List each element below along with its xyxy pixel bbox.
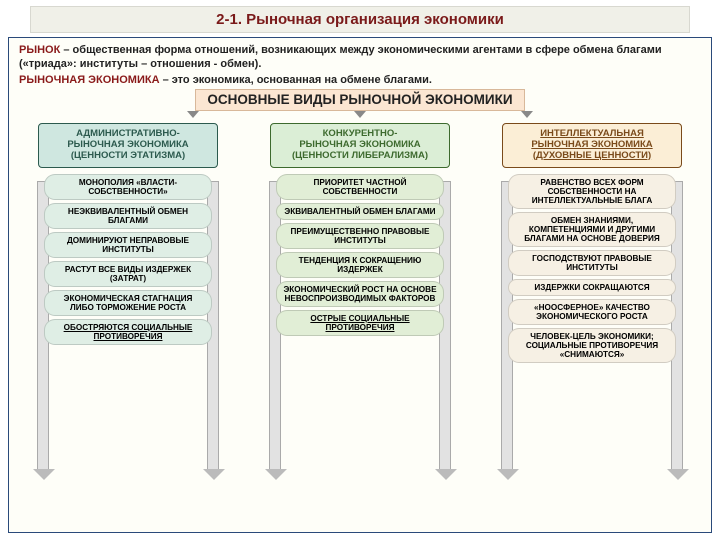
text-economy: – это экономика, основанная на обмене бл… <box>160 74 432 86</box>
column-header: АДМИНИСТРАТИВНО-РЫНОЧНАЯ ЭКОНОМИКА(ЦЕННО… <box>38 123 218 168</box>
column: ИНТЕЛЛЕКТУАЛЬНАЯРЫНОЧНАЯ ЭКОНОМИКА(ДУХОВ… <box>483 123 701 363</box>
list-item: НЕЭКВИВАЛЕНТНЫЙ ОБМЕН БЛАГАМИ <box>44 203 212 229</box>
list-item: ИЗДЕРЖКИ СОКРАЩАЮТСЯ <box>508 279 676 296</box>
chevron-down-icon <box>521 111 533 118</box>
list-item: ТЕНДЕНЦИЯ К СОКРАЩЕНИЮ ИЗДЕРЖЕК <box>276 252 444 278</box>
list-item: ПРИОРИТЕТ ЧАСТНОЙ СОБСТВЕННОСТИ <box>276 174 444 200</box>
list-item: ЭКВИВАЛЕНТНЫЙ ОБМЕН БЛАГАМИ <box>276 203 444 220</box>
slide-title: 2-1. Рыночная организация экономики <box>30 6 690 33</box>
column-header: ИНТЕЛЛЕКТУАЛЬНАЯРЫНОЧНАЯ ЭКОНОМИКА(ДУХОВ… <box>502 123 682 168</box>
list-item: ЭКОНОМИЧЕСКАЯ СТАГНАЦИЯ ЛИБО ТОРМОЖЕНИЕ … <box>44 290 212 316</box>
list-item-final: ЧЕЛОВЕК-ЦЕЛЬ ЭКОНОМИКИ; СОЦИАЛЬНЫЕ ПРОТИ… <box>508 328 676 363</box>
list-item: «НООСФЕРНОЕ» КАЧЕСТВО ЭКОНОМИЧЕСКОГО РОС… <box>508 299 676 325</box>
list-item-final: ОСТРЫЕ СОЦИАЛЬНЫЕ ПРОТИВОРЕЧИЯ <box>276 310 444 336</box>
chevron-down-icon <box>354 111 366 118</box>
term-rynok: РЫНОК <box>19 44 60 56</box>
list-item: РАВЕНСТВО ВСЕХ ФОРМ СОБСТВЕННОСТИ НА ИНТ… <box>508 174 676 209</box>
center-heading: ОСНОВНЫЕ ВИДЫ РЫНОЧНОЙ ЭКОНОМИКИ <box>195 89 525 111</box>
list-item: ГОСПОДСТВУЮТ ПРАВОВЫЕ ИНСТИТУТЫ <box>508 250 676 276</box>
list-item: ОБМЕН ЗНАНИЯМИ, КОМПЕТЕНЦИЯМИ И ДРУГИМИ … <box>508 212 676 247</box>
column-items: РАВЕНСТВО ВСЕХ ФОРМ СОБСТВЕННОСТИ НА ИНТ… <box>508 174 676 363</box>
chevron-down-icon <box>187 111 199 118</box>
columns-container: АДМИНИСТРАТИВНО-РЫНОЧНАЯ ЭКОНОМИКА(ЦЕННО… <box>19 123 701 363</box>
column-items: ПРИОРИТЕТ ЧАСТНОЙ СОБСТВЕННОСТИ ЭКВИВАЛЕН… <box>276 174 444 336</box>
list-item: ПРЕИМУЩЕСТВЕННО ПРАВОВЫЕ ИНСТИТУТЫ <box>276 223 444 249</box>
list-item-final: ОБОСТРЯЮТСЯ СОЦИАЛЬНЫЕ ПРОТИВОРЕЧИЯ <box>44 319 212 345</box>
column-items: МОНОПОЛИЯ «ВЛАСТИ-СОБСТВЕННОСТИ» НЕЭКВИВА… <box>44 174 212 345</box>
term-economy: РЫНОЧНАЯ ЭКОНОМИКА <box>19 74 160 86</box>
definition-rynok: РЫНОК – общественная форма отношений, во… <box>19 44 701 72</box>
connector-arrows <box>110 111 610 119</box>
main-container: РЫНОК – общественная форма отношений, во… <box>8 37 712 533</box>
list-item: РАСТУТ ВСЕ ВИДЫ ИЗДЕРЖЕК (ЗАТРАТ) <box>44 261 212 287</box>
list-item: ДОМИНИРУЮТ НЕПРАВОВЫЕ ИНСТИТУТЫ <box>44 232 212 258</box>
definition-economy: РЫНОЧНАЯ ЭКОНОМИКА – это экономика, осно… <box>19 74 701 88</box>
list-item: ЭКОНОМИЧЕСКИЙ РОСТ НА ОСНОВЕ НЕВОСПРОИЗВ… <box>276 281 444 307</box>
text-rynok: – общественная форма отношений, возникаю… <box>19 44 662 70</box>
column-header: КОНКУРЕНТНО-РЫНОЧНАЯ ЭКОНОМИКА(ЦЕННОСТИ … <box>270 123 450 168</box>
list-item: МОНОПОЛИЯ «ВЛАСТИ-СОБСТВЕННОСТИ» <box>44 174 212 200</box>
column: АДМИНИСТРАТИВНО-РЫНОЧНАЯ ЭКОНОМИКА(ЦЕННО… <box>19 123 237 363</box>
column: КОНКУРЕНТНО-РЫНОЧНАЯ ЭКОНОМИКА(ЦЕННОСТИ … <box>251 123 469 363</box>
